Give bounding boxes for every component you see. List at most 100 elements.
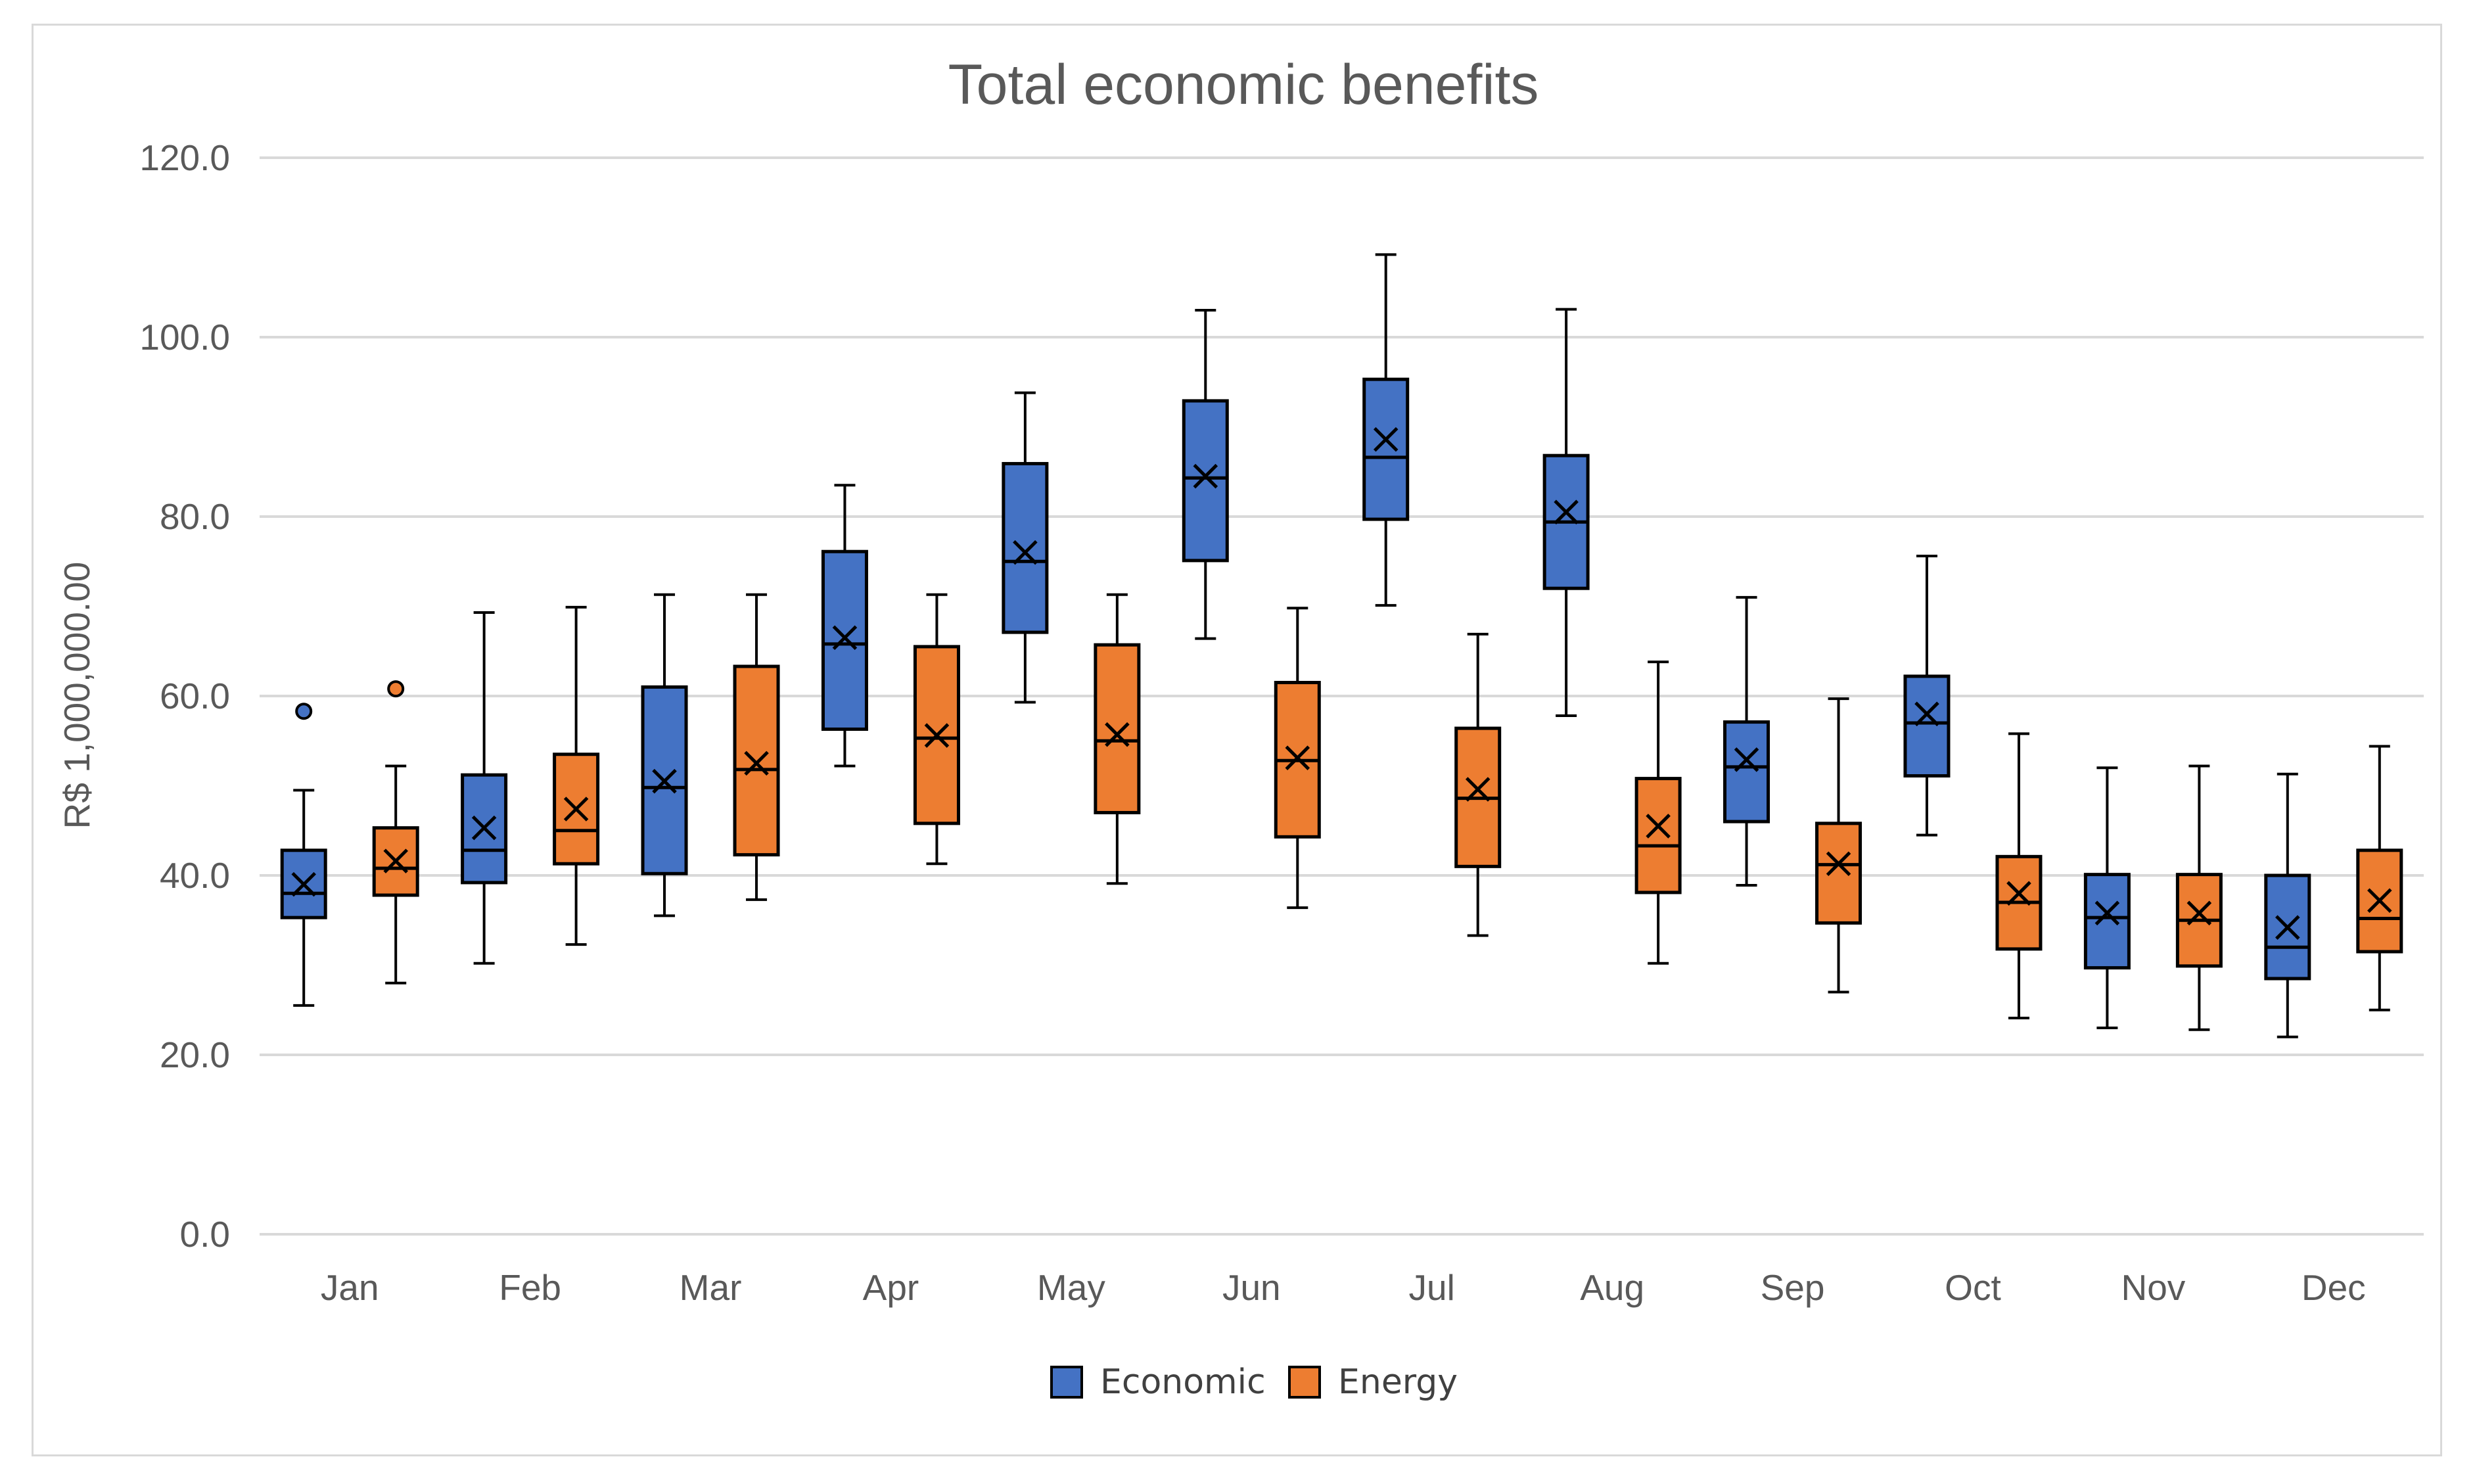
x-tick-label: Nov xyxy=(2121,1267,2185,1308)
mean-marker xyxy=(383,848,408,873)
x-tick-label: May xyxy=(1037,1267,1105,1308)
mean-marker xyxy=(1193,463,1218,489)
mean-marker xyxy=(291,871,316,897)
box-economic-may xyxy=(1002,391,1049,704)
x-tick-label: Feb xyxy=(499,1267,561,1308)
x-tick-labels: Jan Feb Mar Apr May Jun Jul Aug Sep Oct Nov Dec xyxy=(321,1267,2366,1308)
mean-marker xyxy=(1734,747,1759,772)
box-body xyxy=(821,549,868,731)
y-tick-label: 40.0 xyxy=(160,855,230,896)
box-energy-jun xyxy=(1274,607,1321,910)
x-tick-label: Jun xyxy=(1222,1267,1281,1308)
y-tick-label: 20.0 xyxy=(160,1034,230,1075)
mean-marker xyxy=(1373,427,1399,452)
mean-marker xyxy=(924,723,950,748)
box-economic-feb xyxy=(461,611,508,965)
mean-marker xyxy=(652,768,677,794)
x-tick-label: Sep xyxy=(1761,1267,1825,1308)
gridlines xyxy=(260,156,2424,1236)
outlier-point xyxy=(387,680,405,698)
box-body xyxy=(913,645,960,825)
x-tick-label: Oct xyxy=(1945,1267,2001,1308)
box-energy-jan xyxy=(372,680,419,985)
mean-marker xyxy=(2367,888,2392,913)
box-body xyxy=(1094,643,1141,814)
box-body xyxy=(1634,777,1682,894)
mean-marker xyxy=(1554,499,1579,524)
box-energy-sep xyxy=(1815,697,1862,994)
mean-marker xyxy=(1465,777,1491,802)
box-body xyxy=(1815,822,1862,925)
x-tick-label: Aug xyxy=(1580,1267,1644,1308)
outlier-point xyxy=(295,703,313,720)
mean-marker xyxy=(2186,900,2212,926)
y-tick-label: 80.0 xyxy=(160,496,230,537)
mean-marker xyxy=(1013,540,1038,565)
box-economic-apr xyxy=(821,484,868,768)
legend-swatch xyxy=(1050,1366,1083,1399)
legend: Economic Energy xyxy=(1050,1362,1458,1402)
box-body xyxy=(1723,720,1770,823)
mean-marker xyxy=(471,815,497,841)
mean-marker xyxy=(2094,900,2120,926)
box-economic-jun xyxy=(1182,309,1229,640)
box-energy-nov xyxy=(2175,764,2223,1031)
chart-title: Total economic benefits xyxy=(948,53,1539,116)
x-tick-label: Dec xyxy=(2302,1267,2366,1308)
box-energy-jul xyxy=(1454,632,1502,937)
mean-marker xyxy=(1105,722,1130,747)
legend-label: Economic xyxy=(1100,1362,1266,1402)
box-body xyxy=(641,685,688,875)
box-energy-feb xyxy=(553,605,600,946)
box-body xyxy=(2083,873,2131,970)
chart-frame xyxy=(32,24,2442,1456)
mean-marker xyxy=(832,625,858,651)
box-economic-aug xyxy=(1542,308,1590,718)
y-axis-label: R$ 1,000,000.00 xyxy=(57,562,97,829)
y-tick-label: 100.0 xyxy=(139,317,230,358)
box-economic-oct xyxy=(1903,555,1951,837)
mean-marker xyxy=(744,751,769,776)
legend-swatch xyxy=(1288,1366,1321,1399)
box-energy-may xyxy=(1094,593,1141,885)
legend-item-energy: Energy xyxy=(1288,1362,1458,1402)
x-tick-label: Apr xyxy=(863,1267,919,1308)
y-tick-label: 0.0 xyxy=(180,1214,230,1255)
box-body xyxy=(2264,873,2311,981)
mean-marker xyxy=(1914,701,1939,727)
mean-marker xyxy=(2275,915,2300,940)
box-economic-sep xyxy=(1723,595,1770,887)
box-economic-nov xyxy=(2083,766,2131,1030)
mean-marker xyxy=(1646,814,1671,839)
legend-label: Energy xyxy=(1338,1362,1458,1402)
series-economic xyxy=(280,253,2311,1038)
y-tick-label: 60.0 xyxy=(160,676,230,716)
series-energy xyxy=(372,593,2403,1031)
box-economic-jul xyxy=(1362,253,1410,607)
box-energy-dec xyxy=(2356,745,2403,1011)
box-body xyxy=(1903,674,1951,777)
box-energy-apr xyxy=(913,593,960,866)
box-body xyxy=(1362,377,1410,521)
y-tick-labels: 0.0 20.0 40.0 60.0 80.0 100.0 120.0 xyxy=(139,137,230,1255)
box-series xyxy=(280,253,2403,1038)
mean-marker xyxy=(1826,851,1851,877)
x-tick-label: Mar xyxy=(680,1267,742,1308)
mean-marker xyxy=(563,797,589,822)
box-economic-jan xyxy=(280,703,327,1007)
box-economic-mar xyxy=(641,593,688,917)
box-energy-oct xyxy=(1995,732,2043,1020)
y-tick-label: 120.0 xyxy=(139,137,230,178)
box-energy-mar xyxy=(733,593,780,901)
box-economic-dec xyxy=(2264,772,2311,1038)
box-body xyxy=(1182,399,1229,563)
x-tick-label: Jan xyxy=(321,1267,379,1308)
box-body xyxy=(1002,461,1049,634)
box-energy-aug xyxy=(1634,661,1682,965)
x-tick-label: Jul xyxy=(1409,1267,1455,1308)
mean-marker xyxy=(2006,881,2031,906)
legend-item-economic: Economic xyxy=(1050,1362,1266,1402)
box-body xyxy=(733,664,780,857)
mean-marker xyxy=(1285,745,1310,770)
